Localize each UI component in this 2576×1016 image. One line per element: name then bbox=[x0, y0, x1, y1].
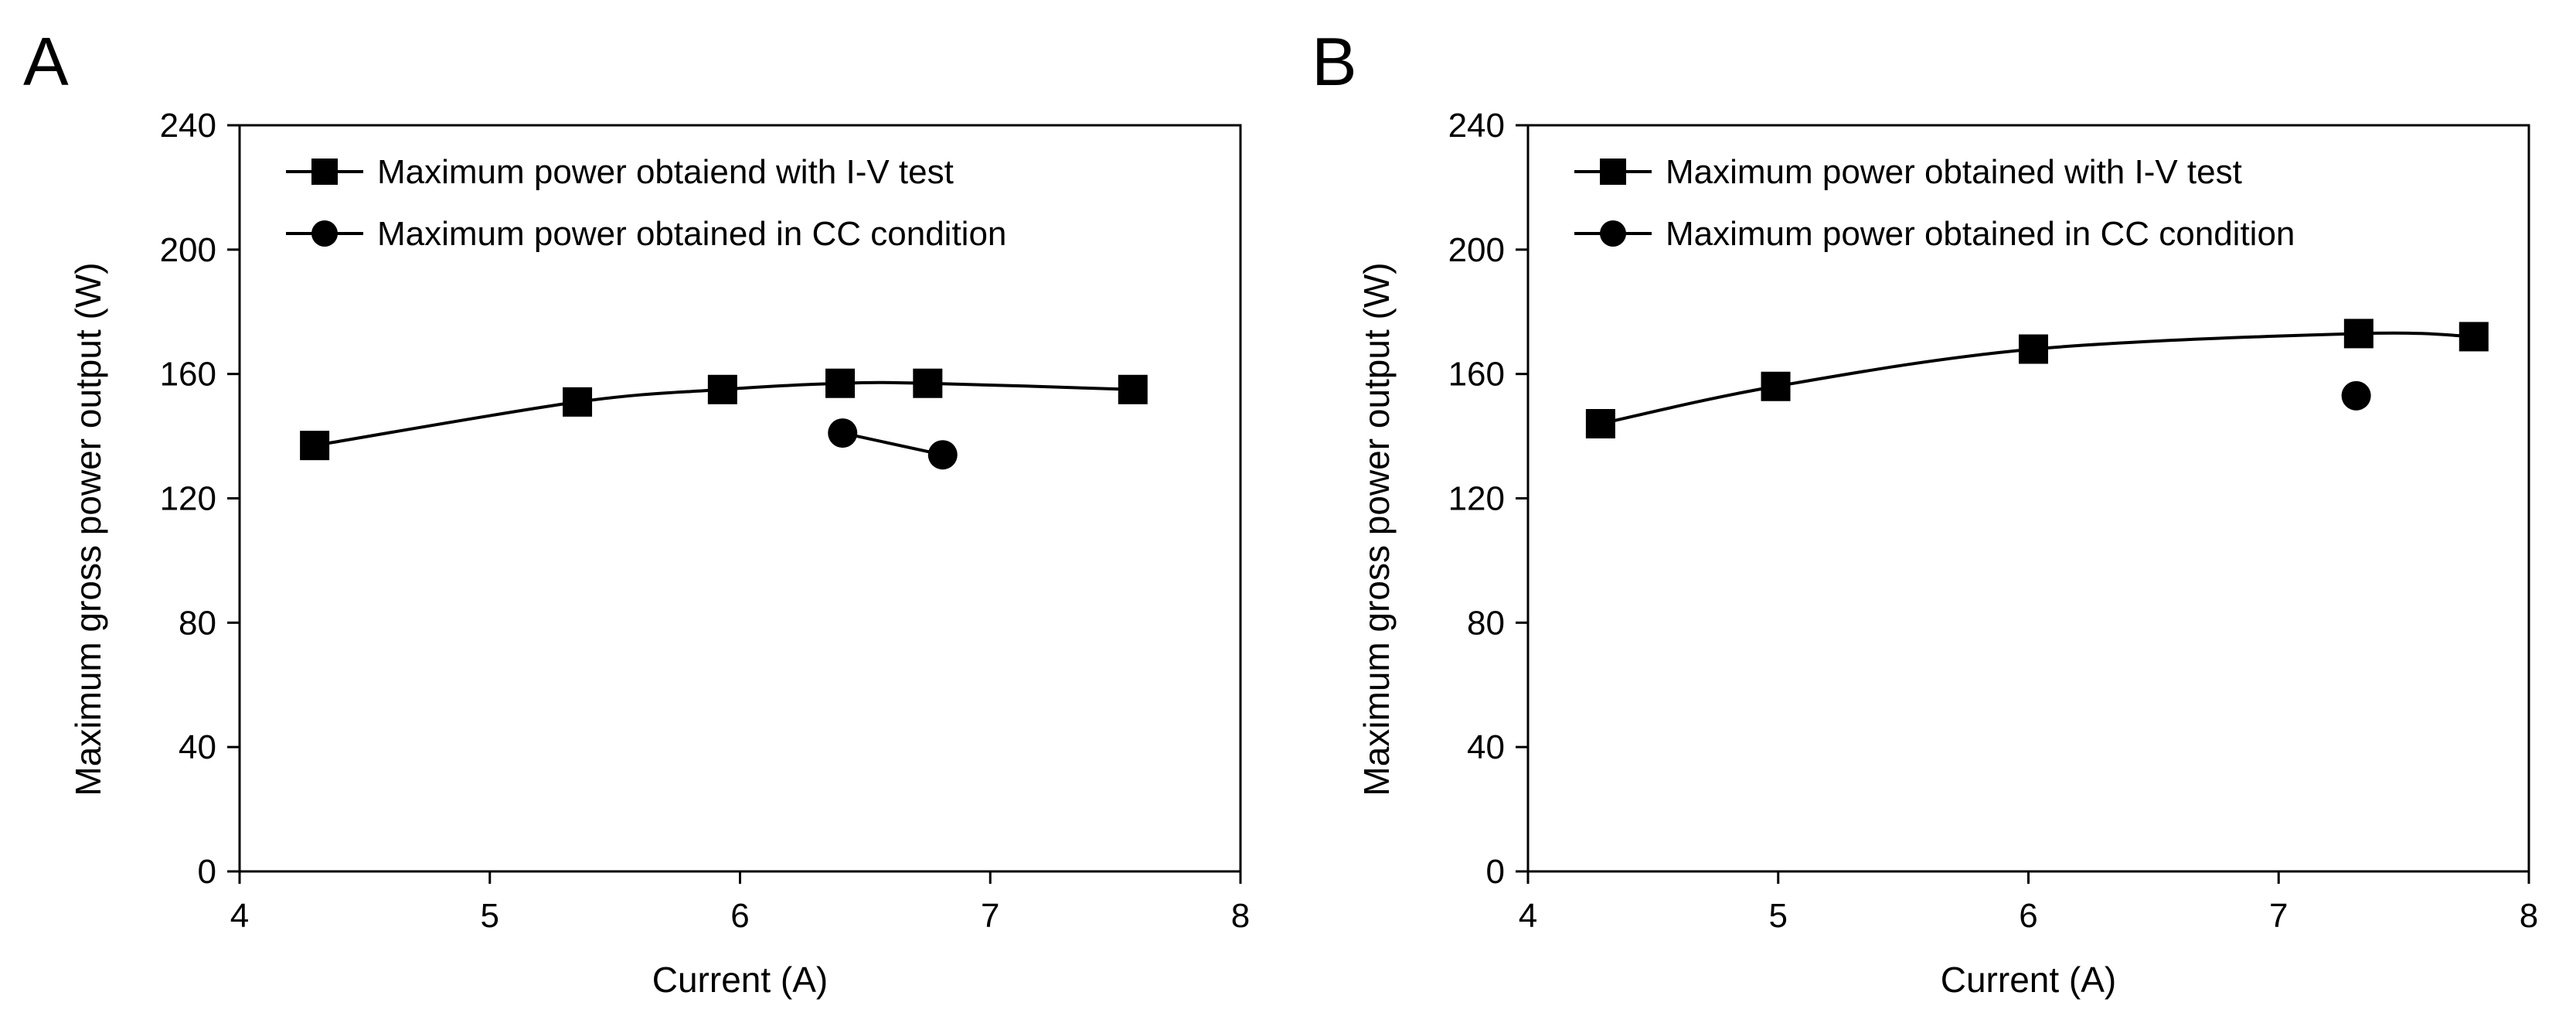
series-1-data-point bbox=[1761, 371, 1791, 401]
y-tick-label: 80 bbox=[179, 604, 216, 642]
y-axis-title: Maximum gross power output (W) bbox=[68, 262, 108, 796]
y-tick-label: 120 bbox=[160, 480, 216, 518]
y-tick-label: 200 bbox=[160, 231, 216, 269]
x-tick-label: 4 bbox=[1519, 897, 1537, 935]
legend-label-2: Maximum power obtained in CC condition bbox=[1666, 215, 2295, 253]
y-tick-label: 120 bbox=[1448, 480, 1505, 518]
chart-panel-b: B 0 40 80 120 160 200 240 4 5 6 7 8 Current (A) Maximu… bbox=[1288, 0, 2576, 1016]
y-tick-label: 240 bbox=[1448, 107, 1505, 145]
series-2-data-point bbox=[828, 418, 858, 448]
x-tick-label: 5 bbox=[481, 897, 499, 935]
legend-marker-2 bbox=[311, 220, 338, 247]
series-1-data-point bbox=[300, 431, 330, 461]
series-2-data-point bbox=[2341, 380, 2371, 411]
series-1-data-point bbox=[2343, 319, 2374, 349]
x-tick-label: 6 bbox=[2019, 897, 2037, 935]
series-1-data-point bbox=[563, 387, 593, 417]
series-1-data-point bbox=[1585, 409, 1615, 438]
series-1-trend-line bbox=[314, 380, 1133, 448]
panel-label: B bbox=[1312, 23, 1357, 100]
panel-label: A bbox=[23, 23, 69, 100]
y-tick-label: 0 bbox=[198, 853, 216, 891]
legend-marker-1 bbox=[1600, 159, 1626, 185]
series-1-data-point bbox=[913, 368, 943, 398]
y-tick-label: 240 bbox=[160, 107, 216, 145]
legend-label-1: Maximum power obtaiend with I-V test bbox=[377, 153, 954, 191]
series-1-data-point bbox=[825, 368, 855, 398]
series-1-data-point bbox=[707, 374, 737, 404]
x-tick-label: 5 bbox=[1769, 897, 1788, 935]
series-1-data-point bbox=[2459, 322, 2489, 352]
x-tick-label: 8 bbox=[1231, 897, 1250, 935]
legend-marker-2 bbox=[1600, 220, 1626, 247]
x-tick-label: 8 bbox=[2520, 897, 2538, 935]
x-axis-title: Current (A) bbox=[652, 960, 828, 1000]
y-tick-label: 40 bbox=[1467, 728, 1505, 766]
series-2-data-point bbox=[927, 440, 958, 470]
series-1-data-point bbox=[2018, 334, 2048, 364]
y-axis-title: Maximum gross power output (W) bbox=[1356, 262, 1397, 796]
y-tick-label: 160 bbox=[160, 356, 216, 394]
y-tick-label: 200 bbox=[1448, 231, 1505, 269]
y-tick-label: 160 bbox=[1448, 356, 1505, 394]
x-axis-title: Current (A) bbox=[1941, 960, 2116, 1000]
y-tick-label: 0 bbox=[1486, 853, 1505, 891]
chart-a-svg: A 0 40 80 120 160 200 240 4 5 6 7 8 Current (A) Maximu… bbox=[23, 23, 1250, 1000]
x-tick-label: 7 bbox=[981, 897, 999, 935]
y-tick-label: 40 bbox=[179, 728, 216, 766]
y-tick-label: 80 bbox=[1467, 604, 1505, 642]
series-2-connecting-line bbox=[842, 431, 944, 457]
series-1-data-point bbox=[1118, 374, 1148, 404]
chart-b-svg: B 0 40 80 120 160 200 240 4 5 6 7 8 Current (A) Maximu… bbox=[1312, 23, 2538, 1000]
legend-label-2: Maximum power obtained in CC condition bbox=[377, 215, 1006, 253]
x-tick-label: 4 bbox=[230, 897, 249, 935]
x-tick-label: 7 bbox=[2269, 897, 2288, 935]
legend-marker-1 bbox=[311, 159, 338, 185]
legend-label-1: Maximum power obtained with I-V test bbox=[1666, 153, 2242, 191]
chart-panel-a: A 0 40 80 120 160 200 240 4 5 6 7 8 Current (A) Maximu… bbox=[23, 23, 1250, 1000]
x-tick-label: 6 bbox=[730, 897, 749, 935]
